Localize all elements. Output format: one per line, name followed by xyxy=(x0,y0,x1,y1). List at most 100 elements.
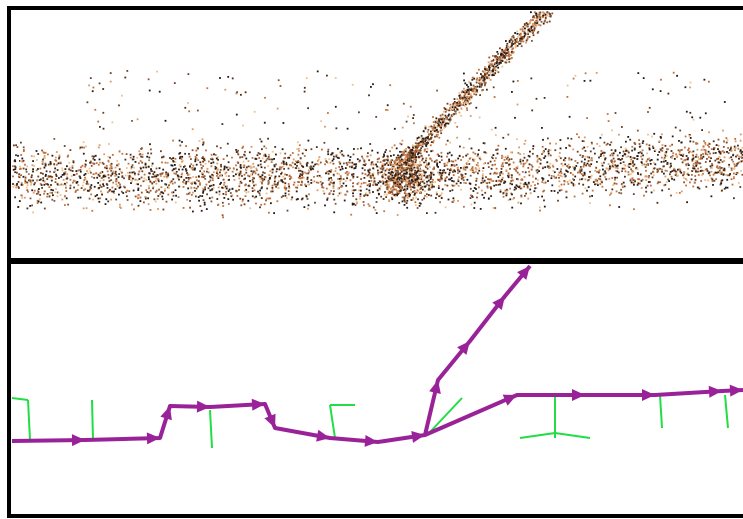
point xyxy=(371,150,373,152)
point xyxy=(115,199,117,201)
point xyxy=(148,176,150,178)
point xyxy=(281,162,283,164)
point xyxy=(637,178,639,180)
point xyxy=(145,167,147,169)
point xyxy=(141,170,143,172)
point xyxy=(175,161,177,163)
point xyxy=(286,174,288,176)
point xyxy=(722,130,724,132)
point xyxy=(672,136,674,138)
point xyxy=(25,169,27,171)
point xyxy=(608,178,610,180)
point xyxy=(685,86,687,88)
point xyxy=(704,79,706,81)
point xyxy=(216,192,218,194)
point xyxy=(499,58,501,60)
point xyxy=(586,117,588,119)
point xyxy=(457,172,459,174)
point xyxy=(443,173,445,175)
point xyxy=(398,161,400,163)
point xyxy=(165,120,167,122)
point xyxy=(130,154,132,156)
point xyxy=(722,161,724,163)
point xyxy=(216,198,218,200)
point xyxy=(598,171,600,173)
point xyxy=(428,129,430,131)
point xyxy=(532,19,534,21)
point xyxy=(457,104,459,106)
point xyxy=(470,197,472,199)
point xyxy=(251,146,253,148)
point xyxy=(643,195,645,197)
point xyxy=(160,175,162,177)
point xyxy=(627,136,629,138)
point xyxy=(409,166,411,168)
point xyxy=(514,117,516,119)
point xyxy=(350,214,352,216)
point xyxy=(427,142,429,144)
point xyxy=(412,147,414,149)
point xyxy=(405,162,407,164)
point xyxy=(253,185,255,187)
point xyxy=(491,63,493,65)
point xyxy=(527,186,529,188)
point xyxy=(368,159,370,161)
point xyxy=(154,171,156,173)
point xyxy=(219,191,221,193)
point xyxy=(588,186,590,188)
point xyxy=(118,105,120,107)
point xyxy=(226,155,228,157)
point xyxy=(639,146,641,148)
point xyxy=(491,65,493,67)
point xyxy=(420,191,422,193)
point xyxy=(220,164,222,166)
point xyxy=(50,176,52,178)
point xyxy=(204,178,206,180)
point xyxy=(528,29,530,31)
point xyxy=(146,156,148,158)
point xyxy=(144,178,146,180)
point xyxy=(738,148,740,150)
point xyxy=(148,192,150,194)
point xyxy=(445,111,447,113)
point xyxy=(194,190,196,192)
point xyxy=(245,195,247,197)
point xyxy=(469,138,471,140)
point xyxy=(251,170,253,172)
point xyxy=(599,145,601,147)
point xyxy=(345,167,347,169)
point xyxy=(275,164,277,166)
point xyxy=(560,157,562,159)
point xyxy=(658,151,660,153)
point xyxy=(275,154,277,156)
point xyxy=(529,22,531,24)
point xyxy=(574,176,576,178)
point xyxy=(524,33,526,35)
point xyxy=(395,177,397,179)
point xyxy=(617,158,619,160)
point xyxy=(391,167,393,169)
point xyxy=(376,184,378,186)
point xyxy=(181,156,183,158)
point xyxy=(417,189,419,191)
point xyxy=(175,158,177,160)
point xyxy=(640,151,642,153)
point xyxy=(187,102,189,104)
point xyxy=(641,161,643,163)
point xyxy=(537,179,539,181)
point xyxy=(132,164,134,166)
point xyxy=(728,152,730,154)
point xyxy=(729,157,731,159)
point xyxy=(418,157,420,159)
point xyxy=(400,157,402,159)
point xyxy=(439,169,441,171)
point xyxy=(430,150,432,152)
point xyxy=(723,169,725,171)
point xyxy=(733,197,735,199)
point xyxy=(726,137,728,139)
point xyxy=(115,171,117,173)
point xyxy=(392,165,394,167)
point xyxy=(598,157,600,159)
point xyxy=(590,151,592,153)
point xyxy=(122,175,124,177)
